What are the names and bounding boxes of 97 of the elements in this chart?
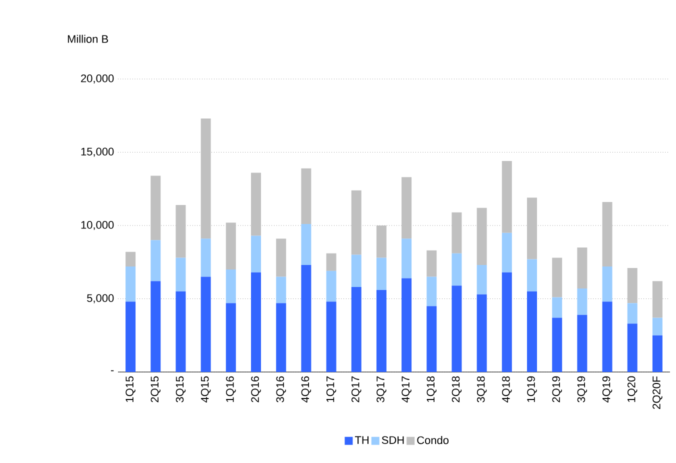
bar: [402, 278, 412, 372]
bar: [150, 281, 161, 372]
bar: [452, 212, 462, 254]
y-tick-label: 20,000: [81, 74, 114, 84]
bar: [226, 222, 236, 270]
bar: [301, 224, 312, 266]
bar: [126, 302, 136, 372]
y-tick-label: 5,000: [87, 294, 114, 304]
bar: [476, 265, 487, 294]
bar: [652, 281, 662, 318]
bar: [150, 176, 161, 240]
x-tick-label: 4Q16: [301, 376, 312, 403]
bar: [627, 303, 638, 324]
bar: [176, 258, 186, 292]
bar: [376, 226, 386, 258]
bar: [376, 258, 386, 290]
bar: [276, 303, 286, 372]
bar: [301, 168, 312, 224]
x-tick-label: 2Q19: [552, 376, 562, 402]
y-tick-label: 15,000: [81, 148, 114, 157]
bar: [426, 306, 437, 372]
bar: [652, 335, 662, 372]
x-tick-label: 2Q17: [352, 376, 362, 402]
bar: [602, 202, 612, 267]
bar: [402, 238, 412, 278]
bar: [276, 238, 286, 277]
x-tick-label: 4Q18: [502, 376, 512, 403]
x-tick-label: 3Q15: [176, 376, 186, 402]
x-tick-label: 2Q16: [251, 376, 261, 402]
x-tick-label: 2Q18: [452, 376, 462, 402]
bar: [226, 269, 236, 304]
bar: [126, 252, 136, 267]
bar: [376, 290, 386, 372]
bar: [351, 287, 362, 372]
bar: [251, 236, 261, 272]
bar: [552, 318, 562, 372]
x-tick-label: 4Q19: [602, 376, 612, 403]
x-tick-label: 1Q18: [426, 376, 437, 402]
bar: [150, 240, 161, 282]
bar: [652, 318, 662, 336]
bar: [326, 253, 336, 271]
bar: [502, 161, 512, 233]
x-tick-label: 3Q18: [476, 376, 487, 402]
bar: [402, 177, 412, 239]
bar: [200, 276, 211, 372]
bar: [351, 190, 362, 255]
legend-label: TH: [354, 436, 368, 444]
bar: [476, 208, 487, 266]
x-tick-label: 3Q19: [577, 376, 588, 402]
x-tick-label: 1Q17: [326, 376, 336, 402]
bar: [476, 294, 487, 372]
bar: [226, 303, 236, 372]
bar: [426, 276, 437, 306]
bar: [552, 258, 562, 298]
bar: [602, 266, 612, 302]
y-axis-title: Million B: [68, 34, 108, 43]
bar: [527, 291, 538, 372]
bar: [251, 272, 261, 372]
bar: [527, 198, 538, 260]
legend-label: SDH: [382, 436, 404, 444]
bar: [126, 266, 136, 302]
legend-label: Condo: [417, 436, 449, 444]
x-tick-label: 3Q17: [376, 376, 386, 402]
bar: [602, 302, 612, 372]
bar: [301, 265, 312, 372]
y-tick-label: -: [110, 370, 114, 372]
x-tick-label: 1Q15: [126, 376, 136, 402]
bar: [627, 268, 638, 304]
y-tick-label: 10,000: [81, 220, 114, 230]
bar: [351, 254, 362, 288]
bar: [502, 232, 512, 272]
bar: [527, 259, 538, 292]
bar: [426, 250, 437, 277]
x-tick-label: 4Q15: [200, 376, 211, 403]
bar: [176, 291, 186, 372]
bar: [577, 314, 588, 372]
bar: [176, 204, 186, 258]
bar: [276, 276, 286, 304]
bar: [326, 302, 336, 372]
x-tick-label: 1Q19: [527, 376, 537, 402]
bar: [200, 238, 211, 277]
bar: [552, 297, 562, 318]
bar: [502, 272, 512, 372]
x-tick-label: 4Q17: [402, 376, 412, 403]
x-tick-label: 2Q15: [150, 376, 161, 402]
bar: [577, 288, 588, 315]
x-tick-label: 3Q16: [276, 376, 286, 402]
bar: [627, 324, 638, 372]
bar: [251, 172, 261, 236]
x-tick-label: 1Q20: [628, 376, 638, 402]
bar: [200, 118, 211, 239]
bar: [326, 270, 336, 302]
bar: [577, 247, 588, 288]
x-tick-label: 2Q20F: [652, 376, 662, 409]
x-tick-label: 1Q16: [226, 376, 236, 402]
bar: [452, 286, 462, 372]
bar: [452, 253, 462, 286]
